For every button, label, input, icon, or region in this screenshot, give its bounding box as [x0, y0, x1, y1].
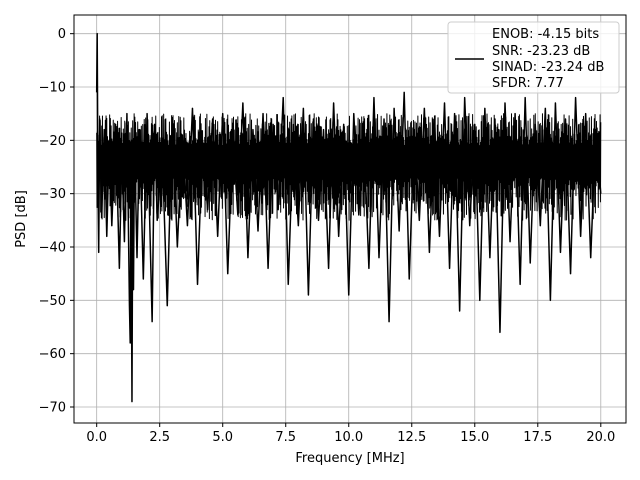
axis-ticks: 0.0 2.5 5.0 7.5 10.0 12.5 15.0 17.5 20.0 0 −10 −20 −… — [39, 27, 616, 445]
legend-box — [447, 21, 620, 94]
legend-sfdr: SFDR: 7.77 — [492, 76, 564, 91]
x-tick-label: 15.0 — [460, 430, 489, 445]
y-tick-label: −50 — [39, 294, 66, 309]
x-tick-label: 17.5 — [523, 430, 552, 445]
y-tick-label: −20 — [39, 134, 66, 149]
x-tick-label: 7.5 — [275, 430, 296, 445]
series-line — [95, 32, 602, 403]
y-axis-label: PSD [dB] — [14, 190, 29, 248]
psd-series — [95, 32, 602, 403]
y-tick-label: 0 — [58, 27, 66, 42]
x-axis-label: Frequency [MHz] — [295, 451, 404, 466]
legend-enob: ENOB: -4.15 bits — [492, 27, 599, 42]
y-tick-label: −70 — [39, 401, 66, 416]
legend-sinad: SINAD: -23.24 dB — [492, 60, 604, 75]
y-tick-label: −60 — [39, 347, 66, 362]
legend: ENOB: -4.15 bits SNR: -23.23 dB SINAD: -… — [447, 21, 620, 94]
plot-frame — [73, 14, 627, 424]
legend-snr: SNR: -23.23 dB — [492, 44, 590, 59]
x-tick-label: 0.0 — [86, 430, 107, 445]
x-tick-label: 2.5 — [149, 430, 170, 445]
x-tick-label: 5.0 — [212, 430, 233, 445]
x-tick-label: 10.0 — [334, 430, 363, 445]
x-tick-label: 12.5 — [397, 430, 426, 445]
y-tick-label: −40 — [39, 241, 66, 256]
x-tick-label: 20.0 — [586, 430, 615, 445]
y-tick-label: −10 — [39, 81, 66, 96]
y-tick-label: −30 — [39, 187, 66, 202]
